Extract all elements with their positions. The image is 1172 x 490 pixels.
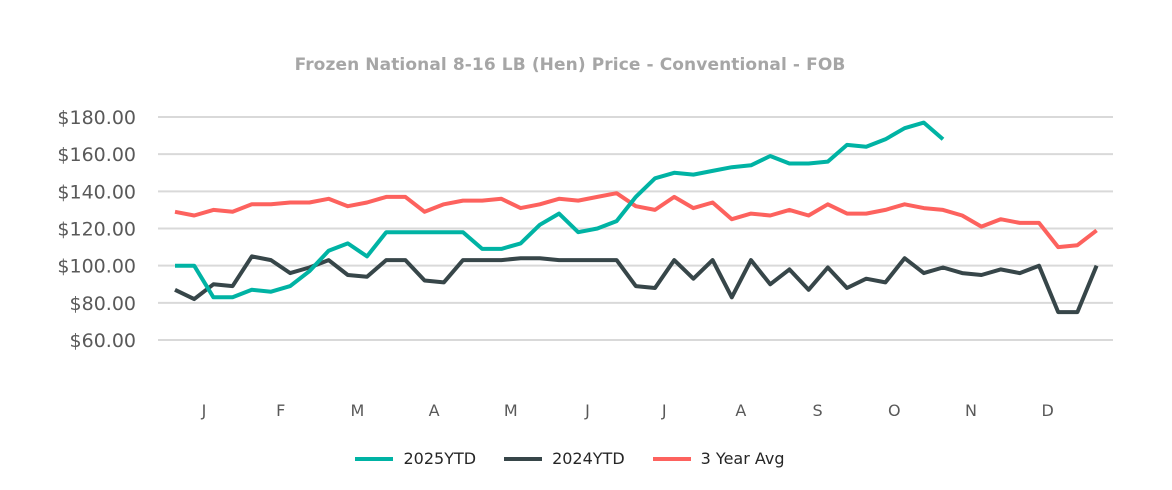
legend-item: 2024YTD (504, 449, 625, 468)
series-line-2024ytd (174, 254, 1099, 315)
x-tick-label: J (584, 401, 590, 420)
series-line-3-year-avg (174, 191, 1098, 250)
legend-item: 2025YTD (355, 449, 476, 468)
y-tick-label: $100.00 (57, 256, 136, 278)
x-tick-label: O (888, 401, 901, 420)
series-lines (174, 120, 1099, 315)
legend: 2025YTD 2024YTD 3 Year Avg (0, 449, 1140, 468)
y-tick-label: $120.00 (57, 219, 136, 241)
x-tick-label: S (813, 401, 823, 420)
y-tick-label: $80.00 (70, 293, 136, 315)
y-axis: $60.00 $80.00 $100.00 $120.00 $140.00 $160.00… (57, 107, 136, 352)
series-line-2025ytd (175, 120, 945, 300)
y-tick-label: $180.00 (57, 107, 136, 129)
x-tick-label: D (1042, 401, 1054, 420)
gridlines (158, 116, 1113, 341)
legend-swatch (652, 456, 691, 461)
y-tick-label: $140.00 (57, 181, 136, 203)
y-tick-label: $60.00 (70, 330, 136, 352)
x-tick-label: J (661, 401, 667, 420)
x-tick-label: N (965, 401, 977, 420)
legend-swatch (504, 456, 543, 461)
x-tick-label: F (276, 401, 285, 420)
legend-label: 2025YTD (403, 449, 477, 468)
x-tick-label: M (350, 401, 364, 420)
x-tick-label: A (735, 401, 746, 420)
legend-label: 2024YTD (552, 449, 625, 468)
x-tick-label: M (504, 401, 518, 420)
legend-label: 3 Year Avg (700, 449, 785, 468)
y-tick-label: $160.00 (57, 144, 136, 166)
line-chart: $60.00 $80.00 $100.00 $120.00 $140.00 $160.00… (57, 107, 1113, 420)
chart-title: Frozen National 8-16 LB (Hen) Price - Co… (294, 55, 846, 75)
x-tick-label: J (201, 401, 207, 420)
x-tick-label: A (429, 401, 440, 420)
legend-item: 3 Year Avg (652, 449, 785, 468)
legend-swatch (355, 456, 394, 461)
